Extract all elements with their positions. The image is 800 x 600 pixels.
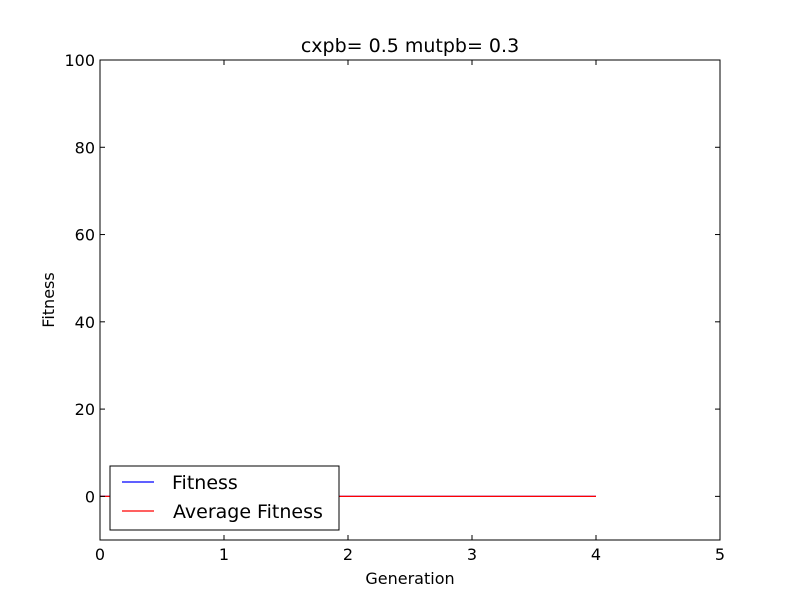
y-tick-label: 100	[64, 51, 95, 70]
y-axis-label: Fitness	[39, 272, 58, 327]
x-tick-label: 2	[343, 545, 353, 564]
x-tick-label: 5	[715, 545, 725, 564]
legend: Fitness Average Fitness	[109, 465, 340, 531]
x-axis-label: Generation	[365, 569, 454, 588]
y-tick-label: 0	[85, 487, 95, 506]
x-tick-label: 3	[467, 545, 477, 564]
x-tick-label: 1	[219, 545, 229, 564]
x-tick-label: 4	[591, 545, 601, 564]
ticks-layer: 0 1 2 3 4 5 0 20 40 60 80 100	[64, 51, 725, 564]
y-tick-label: 80	[75, 138, 95, 157]
legend-label-average-fitness: Average Fitness	[173, 501, 323, 523]
legend-label-fitness: Fitness	[172, 472, 238, 494]
y-tick-label: 20	[75, 400, 95, 419]
chart-title: cxpb= 0.5 mutpb= 0.3	[301, 35, 519, 57]
legend-box	[109, 465, 340, 531]
y-tick-label: 40	[75, 313, 95, 332]
plot-frame	[99, 59, 721, 541]
y-tick-label: 60	[75, 226, 95, 245]
x-tick-label: 0	[95, 545, 105, 564]
